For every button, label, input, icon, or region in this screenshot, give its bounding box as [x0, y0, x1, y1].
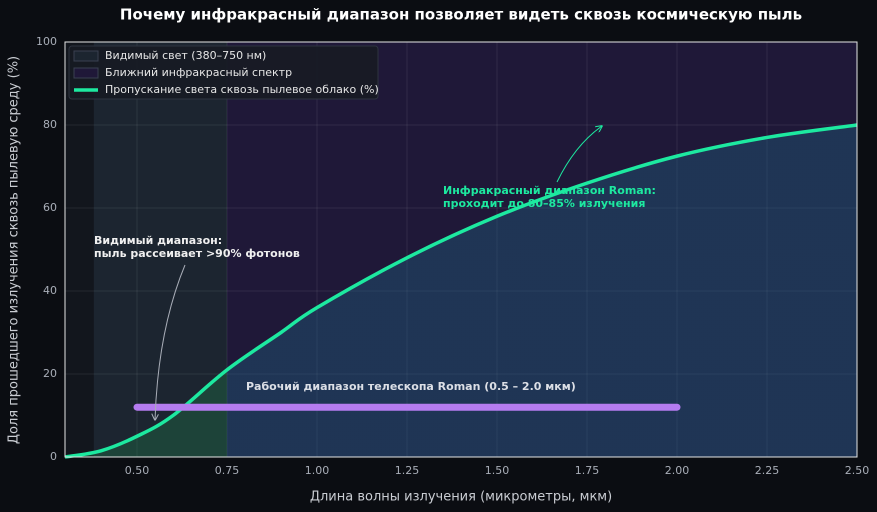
legend-label: Видимый свет (380–750 нм): [105, 49, 266, 62]
legend-label: Ближний инфракрасный спектр: [105, 66, 292, 79]
legend-box: [68, 45, 379, 100]
x-axis-label: Длина волны излучения (микрометры, мкм): [310, 490, 612, 505]
y-axis-label: Доля прошедшего излучения сквозь пылевую…: [7, 56, 22, 444]
plot-border: [64, 41, 858, 458]
annotation-arrow: [556, 126, 602, 183]
y-tick-label: 40: [43, 284, 57, 297]
annotation: Инфракрасный диапазон Roman:: [443, 184, 656, 197]
x-tick-label: 1.75: [575, 464, 600, 477]
annotation: Видимый диапазон:: [94, 234, 222, 247]
y-tick-label: 80: [43, 118, 57, 131]
x-tick-label: 0.75: [215, 464, 240, 477]
y-tick-label: 100: [36, 35, 57, 48]
line: [64, 123, 858, 459]
annotation-arrow: [155, 264, 186, 420]
x-tick-label: 0.50: [125, 464, 150, 477]
legend-swatch: [73, 50, 99, 62]
x-tick-label: 1.50: [485, 464, 510, 477]
area: [65, 125, 857, 457]
y-tick-label: 0: [50, 450, 57, 463]
y-tick-label: 60: [43, 201, 57, 214]
x-tick-label: 1.00: [305, 464, 330, 477]
y-tick-label: 20: [43, 367, 57, 380]
annotation: проходит до 80–85% излучения: [443, 197, 645, 210]
range-bar-label: Рабочий диапазон телескопа Roman (0.5 – …: [246, 380, 576, 393]
x-tick-label: 2.50: [845, 464, 870, 477]
legend-label: Пропускание света сквозь пылевое облако …: [105, 83, 379, 96]
chart-title: Почему инфракрасный диапазон позволяет в…: [120, 6, 802, 24]
annotation: пыль рассеивает >90% фотонов: [94, 247, 300, 260]
x-tick-label: 2.00: [665, 464, 690, 477]
x-tick-label: 1.25: [395, 464, 420, 477]
legend-swatch: [73, 67, 99, 79]
x-tick-label: 2.25: [755, 464, 780, 477]
